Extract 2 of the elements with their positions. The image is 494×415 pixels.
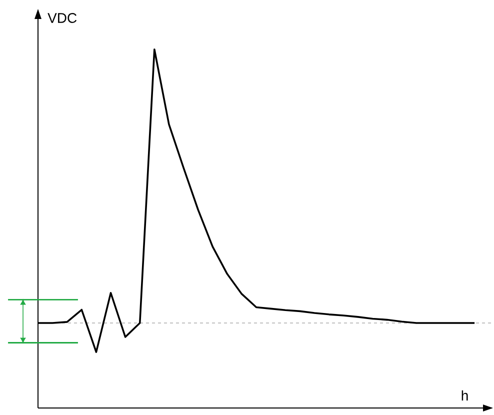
y-axis-title: VDC <box>48 13 77 23</box>
x-axis-title: h <box>462 390 468 400</box>
